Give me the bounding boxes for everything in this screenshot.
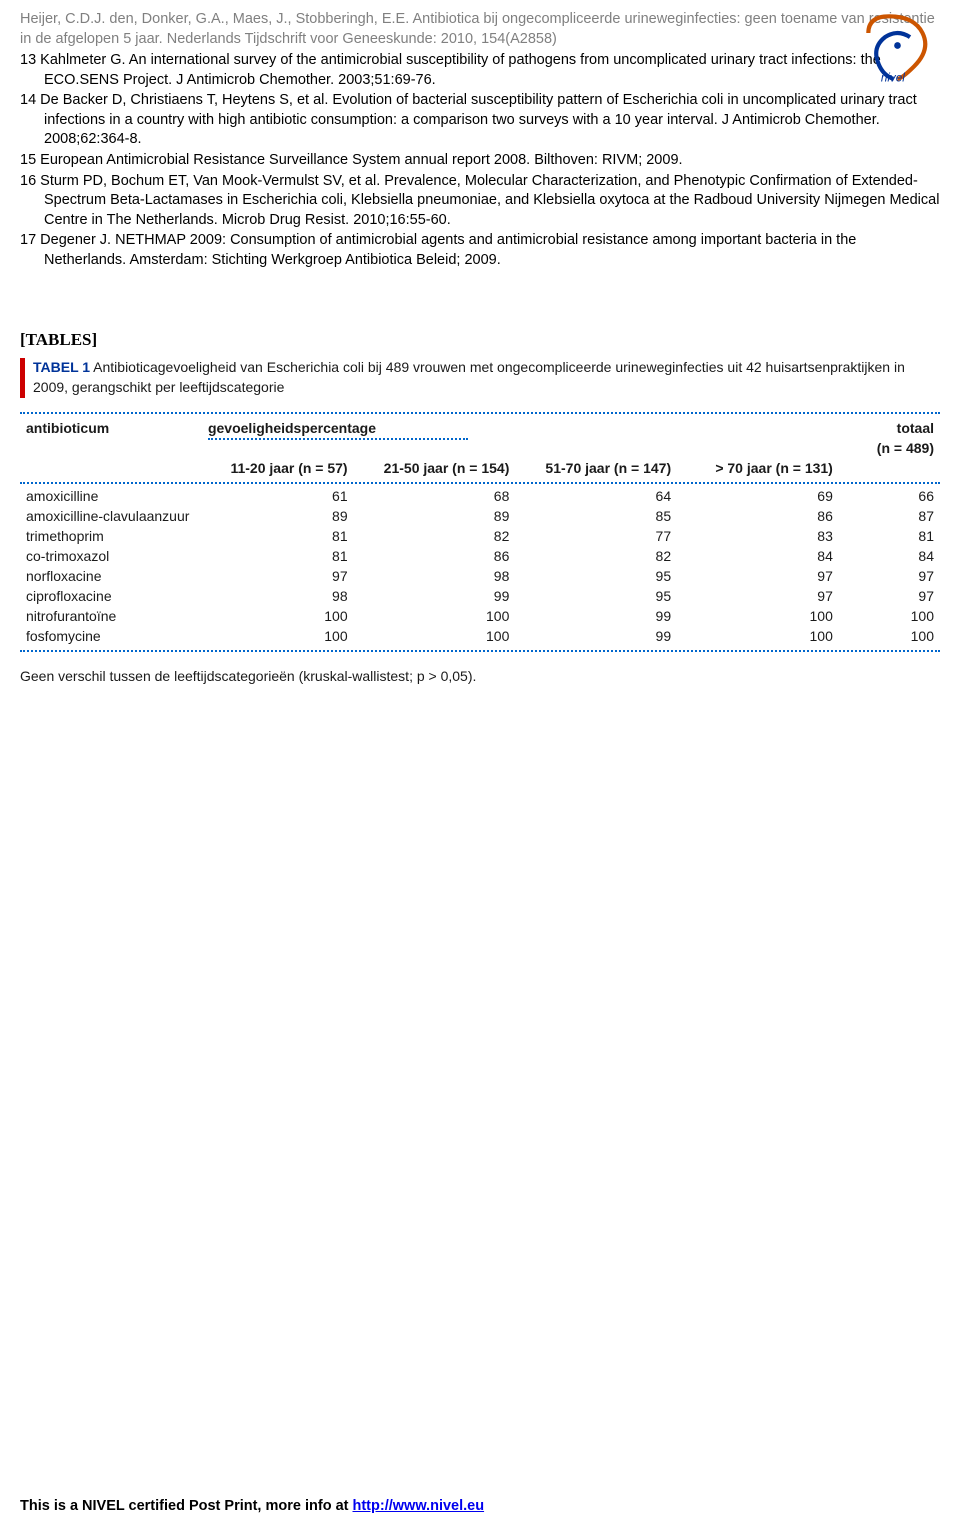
antibiotic-name: fosfomycine bbox=[20, 626, 202, 646]
citation-header: Heijer, C.D.J. den, Donker, G.A., Maes, … bbox=[20, 10, 940, 49]
total-cell: 87 bbox=[839, 506, 940, 526]
value-cell: 98 bbox=[202, 586, 354, 606]
antibiotic-name: ciprofloxacine bbox=[20, 586, 202, 606]
table-row: norfloxacine9798959797 bbox=[20, 566, 940, 586]
value-cell: 68 bbox=[354, 486, 516, 506]
value-cell: 81 bbox=[202, 546, 354, 566]
antibiotic-name: norfloxacine bbox=[20, 566, 202, 586]
nivel-logo: nivel bbox=[855, 8, 940, 83]
col-header-group: gevoeligheidspercentage bbox=[208, 420, 833, 436]
table-divider bbox=[20, 412, 940, 414]
table-label: TABEL 1 bbox=[33, 359, 90, 375]
susceptibility-table: antibioticum gevoeligheidspercentage tot… bbox=[20, 418, 940, 478]
value-cell: 84 bbox=[677, 546, 839, 566]
total-cell: 100 bbox=[839, 606, 940, 626]
value-cell: 100 bbox=[202, 606, 354, 626]
reference-item: 14 De Backer D, Christiaens T, Heytens S… bbox=[20, 91, 940, 150]
value-cell: 85 bbox=[515, 506, 677, 526]
table-row: amoxicilline-clavulaanzuur8989858687 bbox=[20, 506, 940, 526]
value-cell: 83 bbox=[677, 526, 839, 546]
table-row: fosfomycine10010099100100 bbox=[20, 626, 940, 646]
age-header: > 70 jaar (n = 131) bbox=[677, 458, 839, 478]
antibiotic-name: nitrofurantoïne bbox=[20, 606, 202, 626]
value-cell: 99 bbox=[515, 626, 677, 646]
value-cell: 81 bbox=[202, 526, 354, 546]
table-row: ciprofloxacine9899959797 bbox=[20, 586, 940, 606]
reference-list: 13 Kahlmeter G. An international survey … bbox=[20, 51, 940, 270]
value-cell: 82 bbox=[515, 546, 677, 566]
value-cell: 95 bbox=[515, 566, 677, 586]
table-row: amoxicilline6168646966 bbox=[20, 486, 940, 506]
footer-text: This is a NIVEL certified Post Print, mo… bbox=[20, 1498, 353, 1514]
page-footer: This is a NIVEL certified Post Print, mo… bbox=[20, 1498, 484, 1514]
value-cell: 86 bbox=[354, 546, 516, 566]
value-cell: 100 bbox=[354, 606, 516, 626]
susceptibility-table-body: amoxicilline6168646966amoxicilline-clavu… bbox=[20, 486, 940, 646]
table-divider bbox=[20, 482, 940, 484]
reference-item: 17 Degener J. NETHMAP 2009: Consumption … bbox=[20, 231, 940, 270]
value-cell: 98 bbox=[354, 566, 516, 586]
value-cell: 89 bbox=[202, 506, 354, 526]
total-cell: 66 bbox=[839, 486, 940, 506]
value-cell: 89 bbox=[354, 506, 516, 526]
table-row: nitrofurantoïne10010099100100 bbox=[20, 606, 940, 626]
svg-text:nivel: nivel bbox=[881, 71, 905, 83]
age-header: 21-50 jaar (n = 154) bbox=[354, 458, 516, 478]
antibiotic-name: trimethoprim bbox=[20, 526, 202, 546]
table-caption: TABEL 1 Antibioticagevoeligheid van Esch… bbox=[20, 358, 940, 397]
sub-header-divider bbox=[208, 438, 468, 440]
value-cell: 82 bbox=[354, 526, 516, 546]
footer-link[interactable]: http://www.nivel.eu bbox=[353, 1498, 485, 1514]
value-cell: 99 bbox=[354, 586, 516, 606]
value-cell: 86 bbox=[677, 506, 839, 526]
value-cell: 77 bbox=[515, 526, 677, 546]
value-cell: 95 bbox=[515, 586, 677, 606]
col-header-antibiotic: antibioticum bbox=[20, 418, 202, 438]
reference-item: 13 Kahlmeter G. An international survey … bbox=[20, 51, 940, 90]
reference-item: 15 European Antimicrobial Resistance Sur… bbox=[20, 151, 940, 171]
table-row: co-trimoxazol8186828484 bbox=[20, 546, 940, 566]
value-cell: 69 bbox=[677, 486, 839, 506]
table-caption-text: Antibioticagevoeligheid van Escherichia … bbox=[33, 359, 905, 395]
value-cell: 61 bbox=[202, 486, 354, 506]
table-divider bbox=[20, 650, 940, 652]
col-header-total-n: (n = 489) bbox=[839, 438, 940, 458]
total-cell: 100 bbox=[839, 626, 940, 646]
value-cell: 97 bbox=[202, 566, 354, 586]
age-header: 51-70 jaar (n = 147) bbox=[515, 458, 677, 478]
value-cell: 100 bbox=[202, 626, 354, 646]
value-cell: 99 bbox=[515, 606, 677, 626]
total-cell: 84 bbox=[839, 546, 940, 566]
value-cell: 97 bbox=[677, 586, 839, 606]
value-cell: 100 bbox=[677, 606, 839, 626]
value-cell: 97 bbox=[677, 566, 839, 586]
antibiotic-name: amoxicilline-clavulaanzuur bbox=[20, 506, 202, 526]
age-header: 11-20 jaar (n = 57) bbox=[202, 458, 354, 478]
table-footnote: Geen verschil tussen de leeftijdscategor… bbox=[20, 668, 940, 684]
table-row: trimethoprim8182778381 bbox=[20, 526, 940, 546]
antibiotic-name: co-trimoxazol bbox=[20, 546, 202, 566]
total-cell: 97 bbox=[839, 586, 940, 606]
col-header-total: totaal bbox=[845, 420, 934, 436]
reference-item: 16 Sturm PD, Bochum ET, Van Mook-Vermuls… bbox=[20, 172, 940, 231]
value-cell: 64 bbox=[515, 486, 677, 506]
total-cell: 97 bbox=[839, 566, 940, 586]
value-cell: 100 bbox=[677, 626, 839, 646]
antibiotic-name: amoxicilline bbox=[20, 486, 202, 506]
value-cell: 100 bbox=[354, 626, 516, 646]
tables-section-heading: [TABLES] bbox=[20, 330, 940, 350]
total-cell: 81 bbox=[839, 526, 940, 546]
